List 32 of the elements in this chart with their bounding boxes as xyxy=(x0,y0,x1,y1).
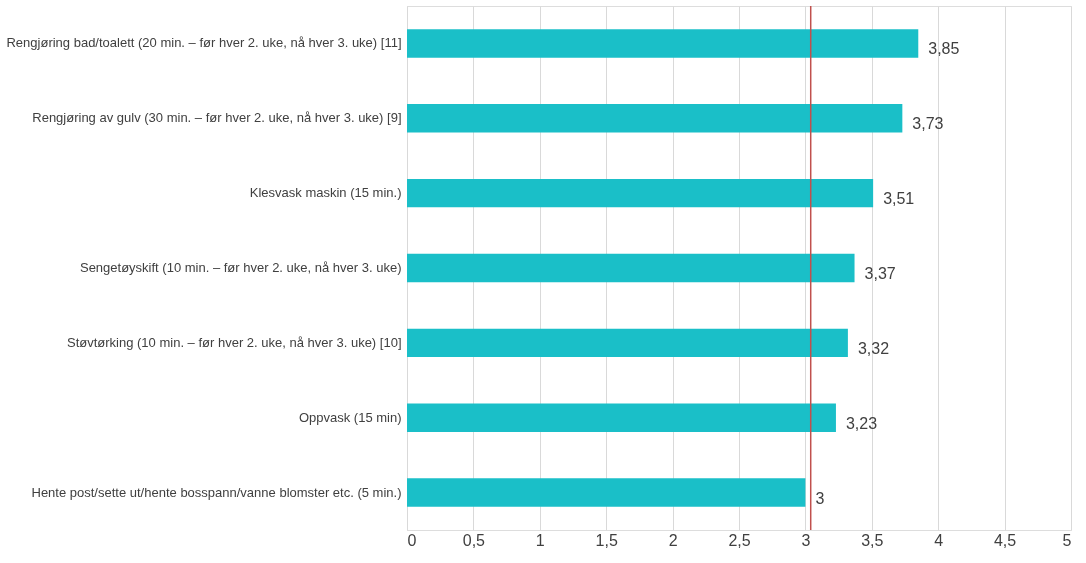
data-label: 3,32 xyxy=(857,339,890,357)
bar xyxy=(407,178,874,208)
y-tick-label: Støvtørking (10 min. – før hver 2. uke, nå hver 3. uke) [10] xyxy=(66,334,402,350)
y-tick-label: Hente post/sette ut/hente bosspann/vanne blomster etc. (5 min.) xyxy=(31,484,402,500)
bar xyxy=(407,403,836,432)
x-tick-label: 2,5 xyxy=(728,531,751,549)
data-label: 3,23 xyxy=(845,414,878,432)
x-tick-label: 1 xyxy=(535,531,545,549)
data-label: 3,85 xyxy=(928,40,960,58)
x-tick-label: 3,5 xyxy=(861,531,884,549)
y-tick-label: Rengjøring bad/toalett (20 min. – før hver 2. uke, nå hver 3. uke) [11] xyxy=(6,35,402,51)
x-tick-label: 3 xyxy=(801,531,811,549)
x-tick-label: 0 xyxy=(407,531,417,549)
data-label: 3,51 xyxy=(883,190,915,208)
bar xyxy=(407,478,806,507)
y-tick-label: Oppvask (15 min) xyxy=(298,409,402,425)
y-tick-label: Sengetøyskift (10 min. – før hver 2. uke, nå hver 3. uke) xyxy=(79,260,402,275)
data-label: 3,73 xyxy=(912,115,944,133)
x-tick-label: 0,5 xyxy=(462,531,486,549)
data-label: 3,37 xyxy=(864,265,896,282)
x-tick-label: 2 xyxy=(668,531,678,549)
x-tick-label: 5 xyxy=(1062,531,1072,549)
y-tick-label: Klesvask maskin (15 min.) xyxy=(249,185,402,201)
x-tick-label: 4,5 xyxy=(993,531,1017,549)
bar xyxy=(407,104,903,133)
x-tick-label: 1,5 xyxy=(595,531,618,549)
bar xyxy=(407,29,919,58)
y-tick-label: Rengjøring av gulv (30 min. – før hver 2. uke, nå hver 3. uke) [9] xyxy=(32,110,402,126)
data-label: 3 xyxy=(815,489,825,507)
x-tick-label: 4 xyxy=(934,531,944,549)
bar xyxy=(407,253,855,283)
bar xyxy=(407,328,848,358)
